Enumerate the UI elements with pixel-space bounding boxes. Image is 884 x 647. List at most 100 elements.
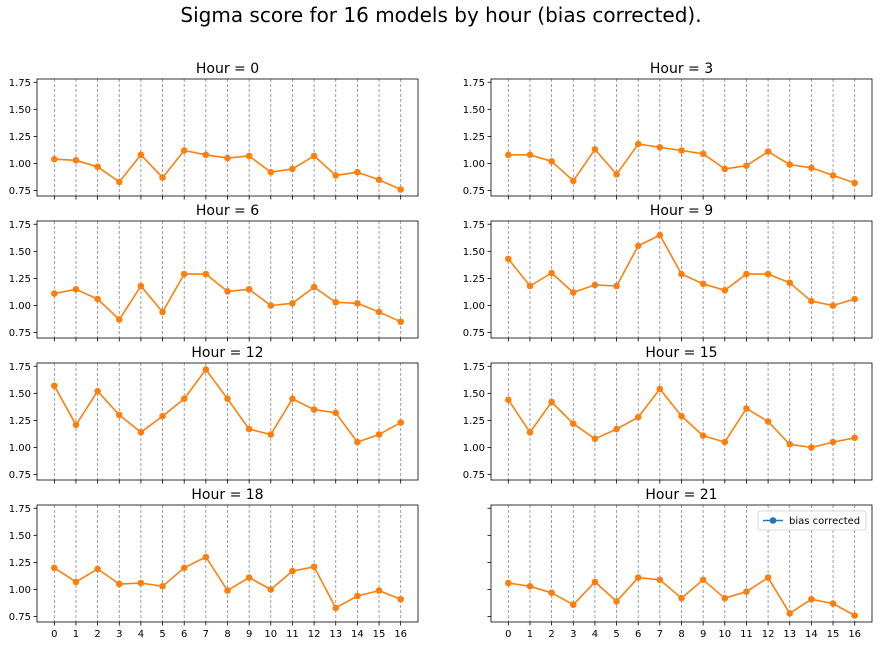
x-tick-label: 10	[264, 629, 277, 640]
y-tick-label: 1.25	[9, 132, 31, 143]
y-tick-label: 0.75	[9, 328, 31, 339]
data-point	[808, 297, 815, 305]
data-point	[180, 395, 188, 403]
y-tick-label: 0.75	[463, 470, 485, 481]
data-point	[764, 574, 772, 581]
data-point	[613, 171, 620, 178]
data-point	[51, 382, 58, 390]
legend-box	[757, 510, 867, 531]
y-tick-label: 1.50	[9, 105, 31, 116]
data-point	[375, 431, 383, 438]
y-tick-label: 1.75	[9, 220, 31, 231]
data-point	[289, 567, 296, 575]
x-tick-label: 9	[700, 629, 706, 640]
x-tick-label: 2	[94, 629, 100, 640]
y-tick-label: 1.25	[463, 416, 485, 427]
panel-title: Hour = 12	[191, 345, 263, 361]
data-point	[699, 280, 707, 288]
legend: bias corrected	[757, 510, 867, 531]
data-point	[397, 595, 404, 603]
data-point	[310, 563, 318, 571]
data-point	[808, 164, 815, 172]
x-tick-label: 10	[718, 629, 731, 640]
axes-frame	[36, 362, 419, 481]
data-point	[51, 564, 58, 572]
data-point	[505, 396, 512, 404]
data-point	[743, 588, 750, 595]
x-tick-label: 6	[635, 629, 641, 640]
x-tick-label: 14	[351, 629, 364, 640]
data-point	[332, 409, 340, 417]
data-point	[72, 156, 80, 164]
legend-label: bias corrected	[789, 516, 860, 527]
data-point	[354, 300, 361, 307]
data-point	[613, 425, 620, 433]
y-tick-label: 1.75	[463, 78, 485, 89]
data-point	[548, 589, 555, 597]
panels: Hour = 0 0.75 1.00 1.25 1.50 1.75 Hour = 3 0.75…	[9, 61, 873, 640]
y-tick-label: 1.25	[9, 416, 31, 427]
data-point	[786, 610, 794, 617]
data-point	[245, 425, 253, 433]
panel-title: Hour = 15	[645, 345, 717, 361]
y-tick-label: 1.00	[463, 159, 485, 170]
panel-title: Hour = 3	[650, 61, 713, 77]
x-tick-label: 1	[527, 629, 533, 640]
x-tick-label: 11	[740, 629, 753, 640]
y-tick-label: 1.25	[463, 274, 485, 285]
data-point	[569, 601, 577, 608]
y-tick-label: 1.00	[9, 585, 31, 596]
data-point	[851, 434, 858, 442]
data-point	[72, 421, 80, 429]
chart-panel-5: Hour = 15 0.75 1.00 1.25 1.50 1.75	[463, 345, 873, 484]
data-point	[786, 440, 794, 448]
x-tick-label: 9	[246, 629, 252, 640]
data-point	[159, 412, 166, 420]
data-point	[851, 179, 858, 187]
data-point	[310, 152, 318, 160]
data-point	[851, 295, 858, 303]
data-point	[72, 285, 80, 293]
data-point	[115, 316, 123, 323]
y-tick-label: 1.75	[9, 504, 31, 515]
x-tick-label: 13	[329, 629, 342, 640]
data-point	[743, 405, 750, 412]
axes-frame	[490, 362, 873, 481]
axes-frame	[36, 78, 419, 197]
data-point	[289, 165, 296, 173]
data-point	[764, 418, 772, 425]
data-point	[332, 604, 340, 612]
y-tick-label: 0.75	[9, 186, 31, 197]
y-tick-label: 1.75	[463, 220, 485, 231]
x-tick-label: 7	[657, 629, 663, 640]
data-point	[569, 177, 577, 185]
data-point	[159, 174, 166, 181]
data-point	[786, 279, 794, 287]
data-point	[289, 395, 296, 403]
x-tick-label: 7	[203, 629, 209, 640]
data-point	[526, 151, 534, 159]
data-point	[829, 600, 837, 607]
data-point	[743, 162, 750, 169]
data-point	[613, 598, 620, 605]
x-tick-label: 14	[805, 629, 818, 640]
y-tick-label: 0.75	[9, 470, 31, 481]
data-point	[375, 308, 383, 316]
data-point	[72, 578, 80, 586]
data-point	[397, 186, 404, 193]
x-tick-label: 16	[848, 629, 861, 640]
panel-title: Hour = 6	[196, 203, 259, 219]
panel-title: Hour = 0	[196, 61, 259, 77]
data-point	[310, 283, 318, 291]
data-point	[94, 387, 101, 395]
data-point	[591, 146, 599, 153]
data-point	[397, 318, 404, 326]
data-point	[505, 151, 512, 159]
data-point	[51, 155, 58, 163]
x-tick-label: 0	[505, 629, 511, 640]
data-point	[721, 165, 729, 173]
y-tick-label: 1.25	[463, 132, 485, 143]
data-point	[829, 172, 837, 179]
x-tick-label: 2	[548, 629, 554, 640]
